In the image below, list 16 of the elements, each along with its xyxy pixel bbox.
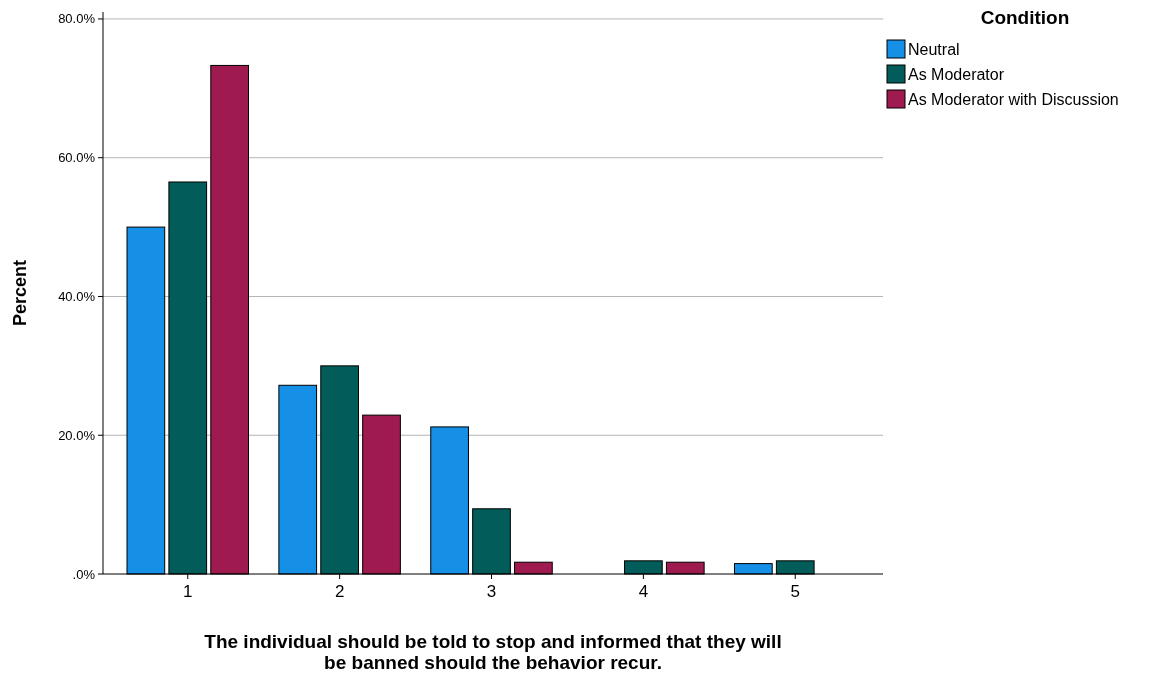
x-tick-label: 5 bbox=[790, 582, 800, 601]
legend-label: As Moderator bbox=[908, 65, 1005, 83]
y-tick-label: 20.0% bbox=[58, 427, 96, 443]
legend-title: Condition bbox=[980, 7, 1070, 28]
y-tick-label: .0% bbox=[72, 566, 96, 582]
x-tick-label: 4 bbox=[638, 582, 649, 601]
x-tick-label: 3 bbox=[486, 582, 497, 601]
x-tick-label: 2 bbox=[334, 582, 345, 601]
y-tick-label: 80.0% bbox=[58, 11, 96, 27]
y-tick-label: 60.0% bbox=[58, 150, 96, 166]
legend-label: Neutral bbox=[908, 40, 960, 58]
x-axis-title: The individual should be told to stop and informed that they will be banned should the behavior recur. bbox=[204, 631, 782, 673]
y-tick-label: 40.0% bbox=[58, 289, 96, 305]
x-tick-label: 1 bbox=[183, 582, 193, 601]
legend-label: As Moderator with Discussion bbox=[908, 90, 1119, 108]
y-axis-title: Percent bbox=[10, 259, 30, 327]
